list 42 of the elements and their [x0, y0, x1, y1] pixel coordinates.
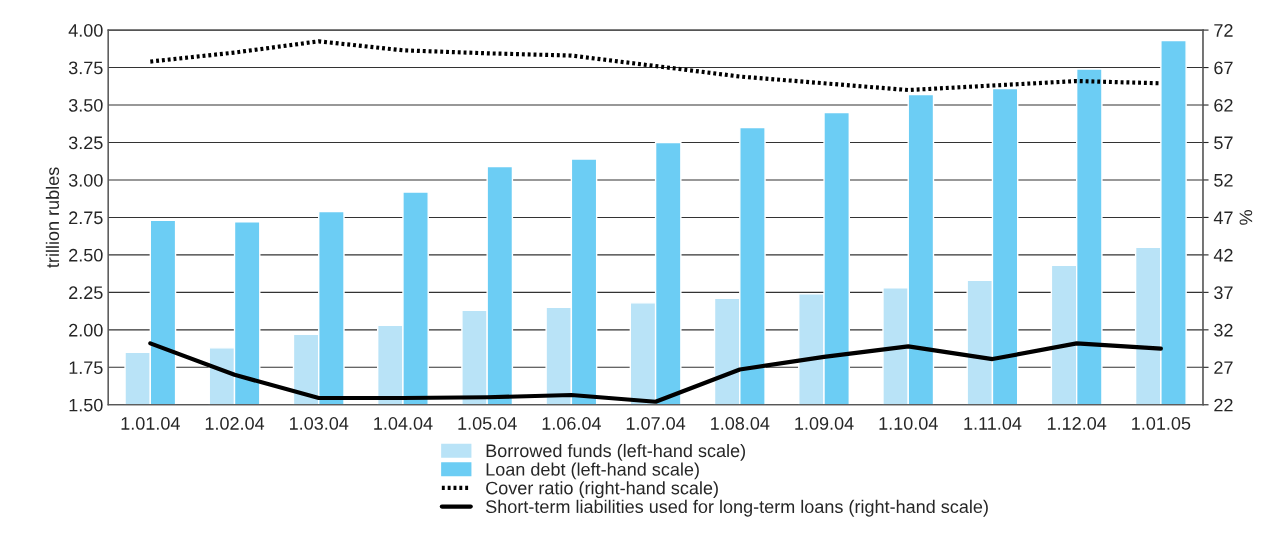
x-tick-label: 1.07.04 [626, 417, 686, 430]
y-tick-label: 1.50 [69, 398, 103, 412]
y2-tick-label: 62 [1214, 98, 1233, 112]
legend-label: Cover ratio (right-hand scale) [486, 481, 718, 498]
x-tick-label: 1.11.04 [964, 417, 1022, 430]
x-tick-label: 1.01.05 [1132, 417, 1191, 430]
legend-label: Borrowed funds (left-hand scale) [486, 443, 745, 461]
y2-tick-label: 67 [1214, 61, 1233, 75]
x-tick-label: 1.08.04 [711, 417, 770, 430]
x-tick-label: 1.06.04 [542, 417, 601, 430]
x-tick-label: 1.03.04 [290, 417, 349, 430]
y-axis-title: trillion rubles [45, 167, 60, 268]
x-tick-label: 1.12.04 [1047, 417, 1107, 430]
y2-tick-label: 57 [1214, 136, 1233, 150]
y-tick-label: 2.00 [69, 323, 103, 337]
y2-tick-label: 42 [1213, 248, 1233, 262]
x-tick-label: 1.04.04 [374, 417, 433, 430]
y-tick-label: 3.00 [68, 173, 103, 187]
y-tick-label: 2.50 [69, 248, 103, 262]
y-tick-label: 1.75 [69, 361, 103, 375]
y-tick-label: 3.50 [68, 98, 103, 112]
legend-label: Loan debt (left-hand scale) [486, 462, 699, 480]
y-tick-label: 4.00 [68, 24, 103, 37]
y2-tick-label: 72 [1214, 24, 1233, 37]
line-series [148, 341, 1163, 404]
y2-tick-label: 32 [1214, 323, 1233, 337]
y-tick-label: 3.25 [68, 136, 103, 150]
y2-tick-label: 27 [1214, 361, 1233, 374]
x-tick-label: 1.10.04 [879, 417, 938, 430]
y2-tick-label: 37 [1214, 286, 1233, 300]
y2-tick-label: 22 [1214, 398, 1233, 412]
y-tick-label: 2.75 [69, 211, 103, 225]
y2-tick-label: 52 [1214, 173, 1233, 187]
y2-axis-title: % [1239, 210, 1253, 225]
x-tick-label: 1.02.04 [205, 417, 265, 430]
x-tick-label: 1.09.04 [795, 417, 854, 430]
legend-label: Short-term liabilities used for long-term loans (right-hand scale) [486, 499, 988, 517]
y-tick-label: 2.25 [69, 286, 103, 300]
x-tick-label: 1.05.04 [458, 417, 517, 430]
y2-tick-label: 47 [1213, 211, 1233, 224]
y-tick-label: 3.75 [68, 61, 103, 75]
x-tick-label: 1.01.04 [121, 417, 180, 430]
